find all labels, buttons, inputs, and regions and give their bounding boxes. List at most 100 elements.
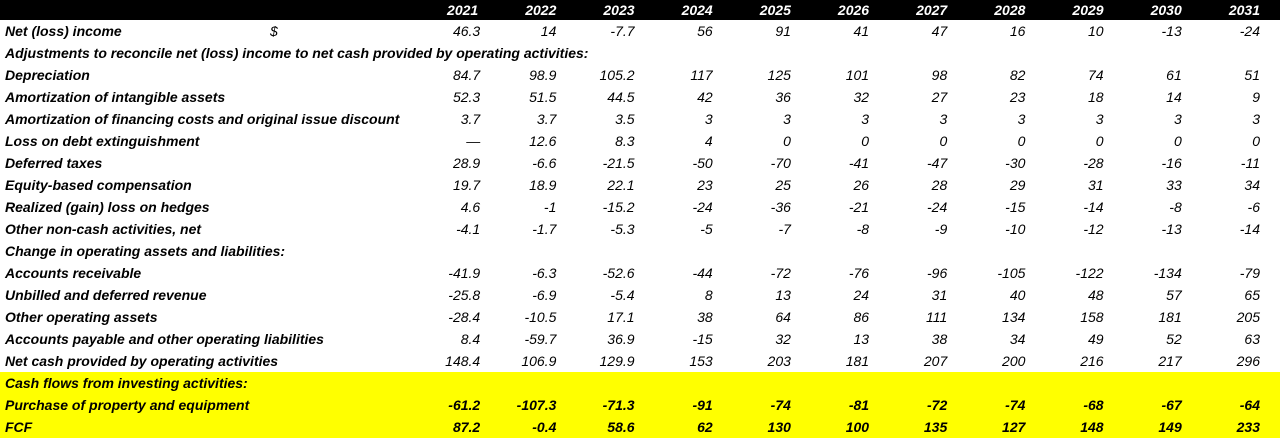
value-cell-2030: 52 — [1166, 331, 1182, 347]
value-cell-2025: 25 — [775, 177, 791, 193]
value-cell-2030: 181 — [1158, 309, 1182, 325]
value-cell-2022: -6.3 — [532, 265, 557, 281]
value-cell-2029: 3 — [1095, 111, 1104, 127]
value-cell-2024: -50 — [692, 155, 713, 171]
table-row: Other operating assets -28.4 -10.5 17.1 38 64… — [0, 306, 1280, 328]
section-header-row: Change in operating assets and liabiliti… — [0, 240, 1280, 262]
value-cell-2021: 8.4 — [460, 331, 481, 347]
value-cell-2021: -4.1 — [456, 221, 481, 237]
value-cell-2028: 0 — [1017, 133, 1026, 149]
value-cell-2031: 0 — [1252, 133, 1260, 149]
value-cell-2024: 117 — [690, 67, 713, 83]
value-cell-2024: -91 — [654, 394, 733, 416]
value-cell-2031: -6 — [1247, 199, 1260, 215]
row-label: FCF — [0, 416, 421, 438]
table-row: Depreciation 84.7 98.9 105.2 117 125 101 98 82 74… — [0, 64, 1280, 86]
value-cell-2030: 57 — [1166, 287, 1182, 303]
value-cell-2022: 14 — [540, 23, 557, 39]
row-label: Net (loss) income $ — [0, 20, 420, 42]
value-cell-2025: -74 — [732, 394, 811, 416]
value-cell-2028: -30 — [1005, 155, 1026, 171]
value-cell-2028: 3 — [1017, 111, 1026, 127]
value-cell-2023: 36.9 — [607, 331, 635, 347]
value-cell-2025: 91 — [775, 23, 791, 39]
value-cell-2025: 13 — [775, 287, 791, 303]
year-header-2026: 2026 — [810, 0, 890, 20]
table-row: Unbilled and deferred revenue -25.8 -6.9 -5… — [0, 284, 1280, 306]
section-header-row: Adjustments to reconcile net (loss) inco… — [0, 42, 1280, 64]
table-row: Deferred taxes 28.9 -6.6 -21.5 -50 -70 -41 -47 -… — [0, 152, 1280, 174]
value-cell-2024: 3 — [704, 111, 713, 127]
value-cell-2024: -44 — [692, 265, 713, 281]
value-cell-2022: -1.7 — [532, 221, 557, 237]
year-header-2025: 2025 — [732, 0, 811, 20]
value-cell-2024: 4 — [704, 133, 713, 149]
value-cell-2031: -11 — [1240, 155, 1260, 171]
value-cell-2030: 149 — [1123, 416, 1202, 438]
value-cell-2028: 34 — [1009, 331, 1026, 347]
value-cell-2026: -21 — [848, 199, 870, 215]
value-cell-2021: 3.7 — [460, 111, 481, 127]
value-cell-2022: 12.6 — [529, 133, 557, 149]
value-cell-2026: 100 — [810, 416, 890, 438]
value-cell-2030: 3 — [1173, 111, 1182, 127]
value-cell-2021: -61.2 — [420, 394, 499, 416]
row-label: Equity-based compensation — [0, 174, 420, 196]
row-label: Accounts payable and other operating lia… — [0, 328, 420, 350]
value-cell-2026: -76 — [848, 265, 870, 281]
row-label: Net cash provided by operating activitie… — [0, 350, 420, 372]
value-cell-2023: 3.5 — [615, 111, 635, 127]
value-cell-2026: 0 — [861, 133, 870, 149]
value-cell-2023: -5.4 — [610, 287, 635, 303]
table-row: FCF 87.2 -0.4 58.6 62 130 100 135 127 148 149 233 — [0, 416, 1280, 438]
table-row: Equity-based compensation 19.7 18.9 22.1 23 2… — [0, 174, 1280, 196]
value-cell-2023: -71.3 — [576, 394, 655, 416]
value-cell-2023: -52.6 — [602, 265, 635, 281]
value-cell-2027: 111 — [925, 309, 948, 325]
year-header-2022: 2022 — [498, 0, 577, 20]
value-cell-2023: 58.6 — [576, 416, 655, 438]
section-header: Change in operating assets and liabiliti… — [5, 243, 286, 259]
value-cell-2025: 64 — [775, 309, 791, 325]
table-row: Accounts payable and other operating lia… — [0, 328, 1280, 350]
value-cell-2027: 47 — [931, 23, 948, 39]
value-cell-2021: 28.9 — [452, 155, 481, 171]
row-label-text: Depreciation — [5, 67, 90, 83]
value-cell-2024: 8 — [704, 287, 713, 303]
value-cell-2029: 74 — [1088, 67, 1104, 83]
value-cell-2023: -7.7 — [610, 23, 635, 39]
table-row: Purchase of property and equipment -61.2-… — [0, 394, 1280, 416]
value-cell-2021: 4.6 — [460, 199, 481, 215]
value-cell-2030: -16 — [1161, 155, 1182, 171]
value-cell-2028: 23 — [1009, 89, 1026, 105]
value-cell-2028: -10 — [1005, 221, 1026, 237]
value-cell-2029: -14 — [1083, 199, 1104, 215]
row-label-text: Purchase of property and equipment — [5, 397, 250, 413]
row-label: Purchase of property and equipment — [0, 394, 421, 416]
table-row: Net cash provided by operating activitie… — [0, 350, 1280, 372]
value-cell-2026: 101 — [845, 67, 870, 83]
value-cell-2028: 16 — [1009, 23, 1026, 39]
value-cell-2031: 34 — [1244, 177, 1260, 193]
value-cell-2025: 125 — [767, 67, 791, 83]
row-label-text: Accounts receivable — [5, 265, 142, 281]
value-cell-2024: 38 — [697, 309, 713, 325]
year-header-2023: 2023 — [576, 0, 655, 20]
value-cell-2029: -122 — [1075, 265, 1104, 281]
value-cell-2031: -79 — [1239, 265, 1260, 281]
year-header-2027: 2027 — [889, 0, 968, 20]
value-cell-2026: 181 — [845, 353, 870, 369]
value-cell-2026: -41 — [848, 155, 870, 171]
value-cell-2022: -0.4 — [498, 416, 577, 438]
value-cell-2021: 19.7 — [452, 177, 481, 193]
value-cell-2022: 106.9 — [521, 353, 557, 369]
value-cell-2022: -10.5 — [524, 309, 557, 325]
row-label: Accounts receivable — [0, 262, 420, 284]
value-cell-2026: 3 — [861, 111, 870, 127]
value-cell-2022: -1 — [543, 199, 557, 215]
row-label-text: Other non-cash activities, net — [5, 221, 202, 237]
table-row: Amortization of financing costs and orig… — [0, 108, 1280, 130]
value-cell-2022: -107.3 — [498, 394, 577, 416]
value-cell-2024: -15 — [692, 331, 713, 347]
table-row: Loss on debt extinguishment — 12.6 8.3 4 0 0 0 0… — [0, 130, 1280, 152]
